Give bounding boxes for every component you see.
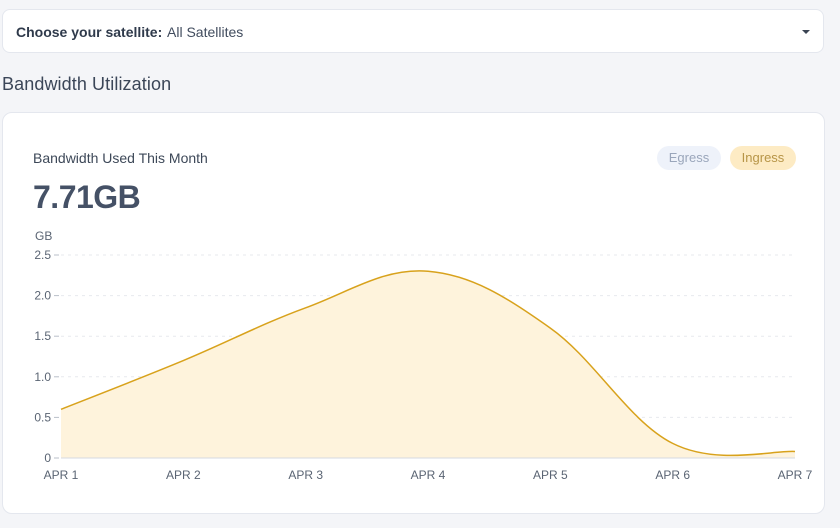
x-tick-label: APR 5 [533,468,568,482]
y-tick-label: 1.0 [34,370,51,384]
y-tick-label: 0 [44,451,51,465]
satellite-selector[interactable]: Choose your satellite: All Satellites [2,9,824,53]
ingress-toggle-button[interactable]: Ingress [730,146,796,170]
x-tick-label: APR 2 [166,468,201,482]
ingress-line [60,270,796,457]
x-tick-label: APR 7 [778,468,813,482]
chevron-down-icon[interactable] [802,30,810,34]
x-tick-label: APR 1 [44,468,79,482]
x-tick-label: APR 4 [411,468,446,482]
y-tick-label: 2.0 [34,289,51,303]
satellite-selector-label: Choose your satellite: [16,24,163,40]
ingress-area [61,270,795,458]
section-title: Bandwidth Utilization [2,74,172,94]
card-title: Bandwidth Used This Month [33,150,208,166]
y-tick-label: 1.5 [34,329,51,343]
x-tick-label: APR 3 [288,468,323,482]
y-tick-label: 2.5 [34,248,51,262]
bandwidth-card: Bandwidth Used This Month 7.71GB Egress … [2,112,825,514]
x-tick-label: APR 6 [655,468,690,482]
satellite-selector-value[interactable]: All Satellites [167,24,244,40]
egress-toggle-button[interactable]: Egress [657,146,721,170]
bandwidth-amount: 7.71GB [33,179,141,215]
y-axis-label: GB [35,229,52,243]
bandwidth-chart: GB 0 0.5 1.0 1.5 2.0 2.5 APR 1 APR 2 APR 3 APR 4 AP… [34,229,813,482]
y-tick-label: 0.5 [34,410,51,424]
